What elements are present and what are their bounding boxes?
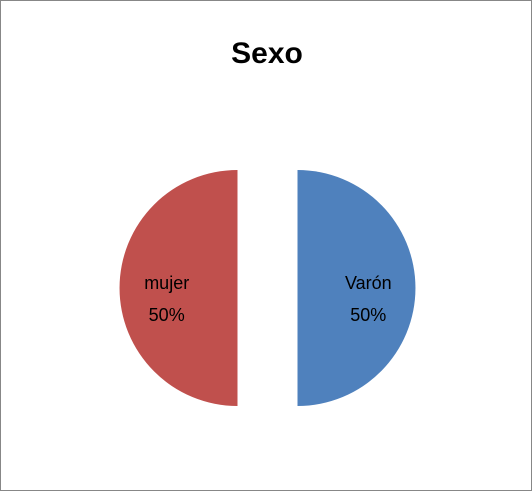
pie-slice [119, 170, 238, 406]
data-label-value: 50% [350, 305, 386, 325]
data-label-value: 50% [149, 305, 185, 325]
data-label-category: mujer [144, 273, 189, 293]
pie-slice [297, 170, 416, 406]
chart-title: Sexo [231, 37, 303, 70]
data-label-category: Varón [345, 273, 392, 293]
